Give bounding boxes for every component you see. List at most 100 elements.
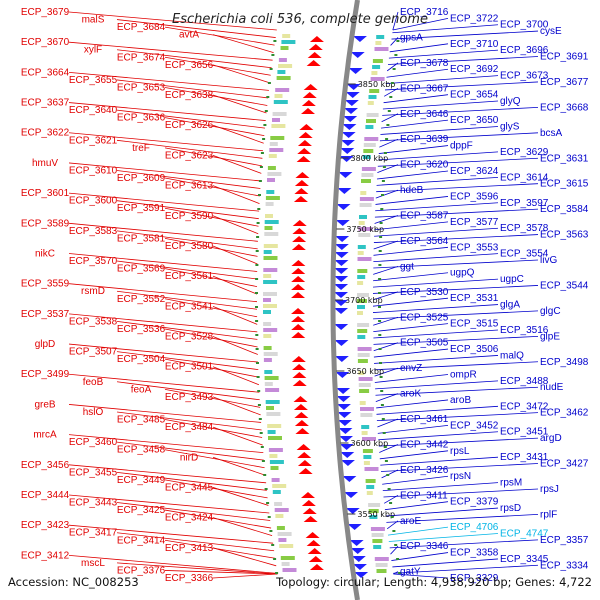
feature-block <box>268 154 277 158</box>
label-connector <box>212 185 260 204</box>
feature-block <box>361 179 371 183</box>
feature-block <box>263 322 272 326</box>
feature-block <box>357 293 369 297</box>
feature-block <box>266 412 281 416</box>
forward-gene-arrow <box>300 108 315 114</box>
minor-tick <box>273 558 277 560</box>
feature-block <box>367 101 374 105</box>
label-connector <box>212 547 277 567</box>
reverse-gene-arrow <box>334 324 349 330</box>
label-connector <box>376 399 449 409</box>
label-connector <box>164 570 278 575</box>
forward-gene-arrow <box>298 132 313 138</box>
reverse-gene-arrow <box>337 412 352 418</box>
minor-tick <box>275 572 279 574</box>
label-connector <box>374 221 449 231</box>
feature-block <box>357 311 363 315</box>
feature-block <box>263 334 272 338</box>
label-connector <box>383 488 539 498</box>
label-connector <box>383 94 449 104</box>
feature-block <box>366 491 373 495</box>
reverse-gene-arrow <box>337 420 352 426</box>
label-connector <box>373 323 449 333</box>
gene-label: ECP_3626 <box>165 120 214 131</box>
gene-label: avtA <box>179 30 199 41</box>
minor-tick <box>382 432 386 434</box>
feature-block <box>357 329 368 333</box>
minor-tick <box>379 362 382 364</box>
minor-tick <box>257 390 261 392</box>
minor-tick <box>386 124 390 126</box>
reverse-gene-arrow <box>335 236 350 242</box>
gene-label: ECP_3357 <box>540 535 589 546</box>
label-connector <box>388 49 499 59</box>
reverse-gene-arrow <box>350 548 365 554</box>
label-connector <box>374 355 499 364</box>
label-connector <box>389 539 539 549</box>
gene-label: rpsD <box>500 503 521 514</box>
gene-label: ECP_3696 <box>500 45 549 56</box>
label-connector <box>212 34 274 54</box>
feature-block <box>272 484 287 488</box>
reverse-gene-arrow <box>339 436 354 442</box>
feature-block <box>371 533 384 537</box>
label-connector <box>68 11 277 31</box>
gene-label: envZ <box>400 363 422 374</box>
gene-label: ECP_3346 <box>400 541 449 552</box>
label-connector <box>375 393 399 402</box>
forward-gene-arrow <box>291 292 306 298</box>
label-connector <box>116 441 264 461</box>
reverse-gene-arrow <box>342 124 357 130</box>
label-connector <box>375 386 539 396</box>
gene-label: ECP_3451 <box>500 427 549 438</box>
feature-block <box>264 376 279 380</box>
label-connector <box>373 272 449 282</box>
minor-tick <box>378 264 382 266</box>
forward-gene-arrow <box>306 60 321 66</box>
minor-tick <box>260 152 264 154</box>
gene-label: ECP_3613 <box>165 181 214 192</box>
minor-tick <box>378 306 381 308</box>
feature-block <box>263 358 272 362</box>
label-connector <box>374 208 539 218</box>
feature-block <box>264 232 279 236</box>
minor-tick <box>383 152 387 154</box>
gene-label: ECP_3531 <box>450 293 499 304</box>
gene-label: ECP_3559 <box>21 279 70 290</box>
label-connector <box>212 305 258 325</box>
gene-feature-tracks <box>263 34 389 573</box>
feature-block <box>357 251 364 255</box>
gene-label: ECP_3444 <box>21 490 70 501</box>
feature-block <box>361 173 374 177</box>
forward-gene-arrow <box>307 52 322 58</box>
reverse-gene-arrow <box>342 476 357 482</box>
reverse-gene-arrow <box>351 556 366 562</box>
feature-block <box>363 143 376 147</box>
label-connector <box>212 426 263 446</box>
gene-label: bcsA <box>540 128 563 139</box>
feature-block <box>269 148 284 152</box>
gene-label: ECP_3505 <box>400 338 449 349</box>
label-connector <box>372 278 499 288</box>
minor-tick <box>258 194 261 196</box>
forward-gene-arrow <box>291 356 306 362</box>
label-connector <box>164 177 260 197</box>
minor-tick <box>386 474 390 476</box>
feature-block <box>368 95 377 99</box>
minor-tick <box>256 362 259 364</box>
feature-block <box>364 467 379 471</box>
label-connector <box>374 374 449 383</box>
label-connector <box>212 155 262 174</box>
feature-block <box>372 59 383 63</box>
backbone-arc <box>330 0 360 600</box>
gene-label: ECP_3710 <box>450 39 499 50</box>
gene-label: rplF <box>540 509 557 520</box>
minor-tick <box>256 376 260 378</box>
feature-block <box>263 298 271 302</box>
feature-block <box>280 46 289 50</box>
reverse-gene-arrow <box>339 444 354 450</box>
gene-label: ECP_3376 <box>117 565 166 576</box>
gene-label: ECP_3445 <box>165 482 214 493</box>
gene-label: argD <box>540 433 562 444</box>
gene-label: ECP_3670 <box>21 37 70 48</box>
